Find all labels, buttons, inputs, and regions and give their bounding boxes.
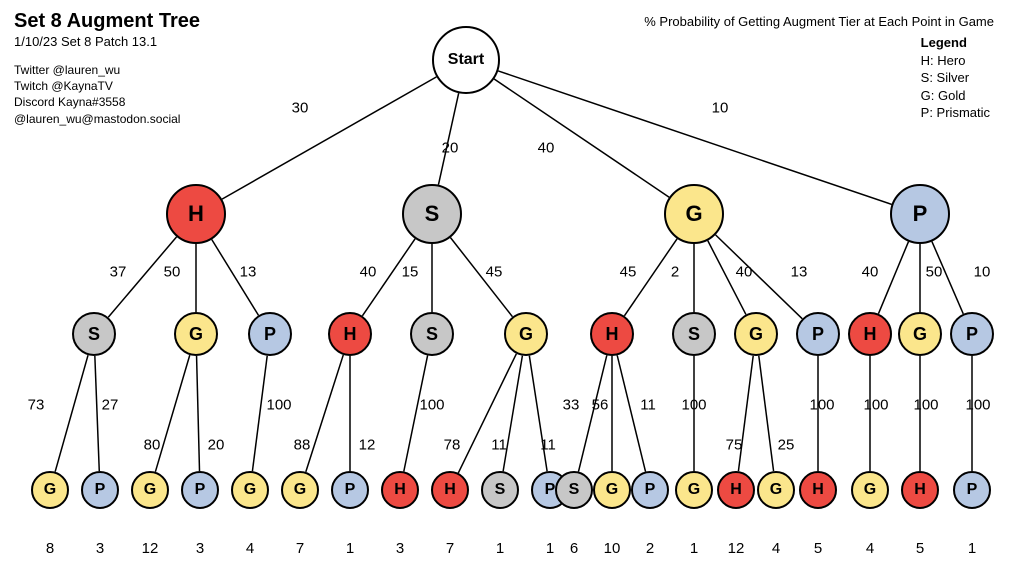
leaf-value: 12	[142, 540, 159, 557]
leaf-value: 10	[604, 540, 621, 557]
node-h: H	[717, 471, 755, 509]
node-p: P	[181, 471, 219, 509]
legend-item: G: Gold	[921, 87, 990, 105]
node-p: P	[953, 471, 991, 509]
node-g: G	[231, 471, 269, 509]
node-s: S	[672, 312, 716, 356]
leaf-value: 5	[814, 540, 822, 557]
legend-item: H: Hero	[921, 52, 990, 70]
node-s: S	[410, 312, 454, 356]
node-s: S	[481, 471, 519, 509]
node-g: G	[734, 312, 778, 356]
node-s: S	[402, 184, 462, 244]
node-g: G	[757, 471, 795, 509]
credit-line: Twitter @lauren_wu	[14, 62, 180, 78]
leaf-value: 1	[546, 540, 554, 557]
legend-title: Legend	[921, 34, 990, 52]
node-g: G	[593, 471, 631, 509]
leaf-value: 12	[728, 540, 745, 557]
leaf-value: 4	[866, 540, 874, 557]
legend-item: P: Prismatic	[921, 104, 990, 122]
node-start: Start	[432, 26, 500, 94]
node-p: P	[631, 471, 669, 509]
description: % Probability of Getting Augment Tier at…	[644, 14, 994, 29]
node-p: P	[796, 312, 840, 356]
node-p: P	[331, 471, 369, 509]
leaf-value: 1	[690, 540, 698, 557]
node-g: G	[664, 184, 724, 244]
leaf-value: 8	[46, 540, 54, 557]
node-g: G	[675, 471, 713, 509]
leaf-value: 3	[196, 540, 204, 557]
node-g: G	[131, 471, 169, 509]
legend-item: S: Silver	[921, 69, 990, 87]
leaf-value: 3	[396, 540, 404, 557]
leaf-value: 1	[968, 540, 976, 557]
node-h: H	[848, 312, 892, 356]
node-g: G	[174, 312, 218, 356]
legend: Legend H: HeroS: SilverG: GoldP: Prismat…	[921, 34, 990, 122]
leaf-value: 6	[570, 540, 578, 557]
node-p: P	[890, 184, 950, 244]
node-p: P	[248, 312, 292, 356]
node-h: H	[590, 312, 634, 356]
node-h: H	[799, 471, 837, 509]
subtitle: 1/10/23 Set 8 Patch 13.1	[14, 34, 157, 49]
node-h: H	[328, 312, 372, 356]
node-s: S	[555, 471, 593, 509]
node-p: P	[950, 312, 994, 356]
credit-line: Discord Kayna#3558	[14, 94, 180, 110]
leaf-value: 7	[446, 540, 454, 557]
leaf-value: 3	[96, 540, 104, 557]
diagram-stage: Set 8 Augment Tree 1/10/23 Set 8 Patch 1…	[0, 0, 1024, 573]
leaf-value: 7	[296, 540, 304, 557]
leaf-value: 4	[246, 540, 254, 557]
leaf-value: 1	[346, 540, 354, 557]
node-s: S	[72, 312, 116, 356]
leaf-value: 4	[772, 540, 780, 557]
node-g: G	[281, 471, 319, 509]
title: Set 8 Augment Tree	[14, 10, 200, 33]
node-g: G	[504, 312, 548, 356]
credits: Twitter @lauren_wuTwitch @KaynaTVDiscord…	[14, 62, 180, 127]
node-h: H	[381, 471, 419, 509]
node-h: H	[166, 184, 226, 244]
node-g: G	[898, 312, 942, 356]
leaf-value: 5	[916, 540, 924, 557]
credit-line: Twitch @KaynaTV	[14, 78, 180, 94]
node-h: H	[431, 471, 469, 509]
node-p: P	[81, 471, 119, 509]
node-h: H	[901, 471, 939, 509]
leaf-value: 2	[646, 540, 654, 557]
node-g: G	[851, 471, 889, 509]
leaf-value: 1	[496, 540, 504, 557]
node-g: G	[31, 471, 69, 509]
credit-line: @lauren_wu@mastodon.social	[14, 111, 180, 127]
